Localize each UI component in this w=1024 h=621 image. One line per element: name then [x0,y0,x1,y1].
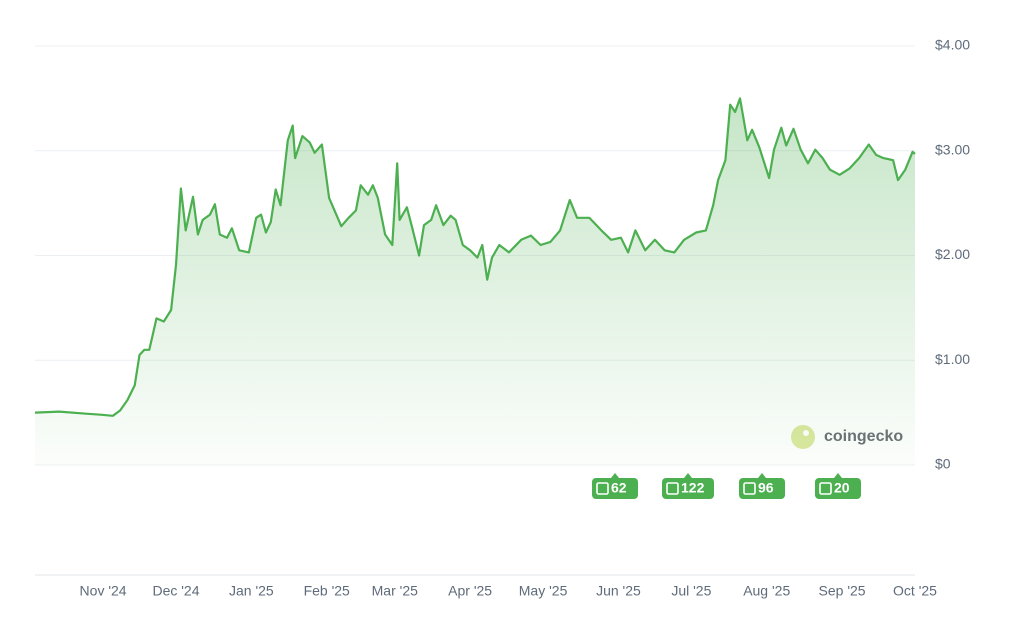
x-tick-label: Jul '25 [671,583,711,599]
news-badge[interactable]: 96 [739,473,785,499]
price-line [34,97,916,417]
news-icon [666,482,679,495]
x-tick-label: Feb '25 [304,583,350,599]
badge-pointer [758,473,766,478]
x-tick-label: Aug '25 [743,583,790,599]
badge-count: 62 [611,480,627,496]
badge-pointer [684,473,692,478]
badge-count: 122 [681,480,705,496]
news-badge[interactable]: 122 [662,473,714,499]
badge-count: 96 [758,480,774,496]
x-tick-label: Jan '25 [229,583,274,599]
badge-count: 20 [834,480,850,496]
y-tick-label: $4.00 [935,37,970,53]
x-tick-label: Apr '25 [448,583,492,599]
news-icon [819,482,832,495]
badge-pointer [611,473,619,478]
x-tick-label: May '25 [519,583,568,599]
y-tick-label: $3.00 [935,141,970,157]
news-icon [596,482,609,495]
area [35,98,915,466]
x-tick-label: Jun '25 [596,583,641,599]
x-tick-label: Sep '25 [819,583,866,599]
badge-pointer [834,473,842,478]
x-tick-label: Mar '25 [372,583,418,599]
x-tick-label: Dec '24 [152,583,199,599]
y-tick-label: $1.00 [935,351,970,367]
y-tick-label: $0 [935,456,951,472]
y-tick-label: $2.00 [935,246,970,262]
news-badge[interactable]: 62 [592,473,638,499]
news-icon [743,482,756,495]
news-badge[interactable]: 20 [815,473,861,499]
x-tick-label: Nov '24 [80,583,127,599]
x-tick-label: Oct '25 [893,583,937,599]
